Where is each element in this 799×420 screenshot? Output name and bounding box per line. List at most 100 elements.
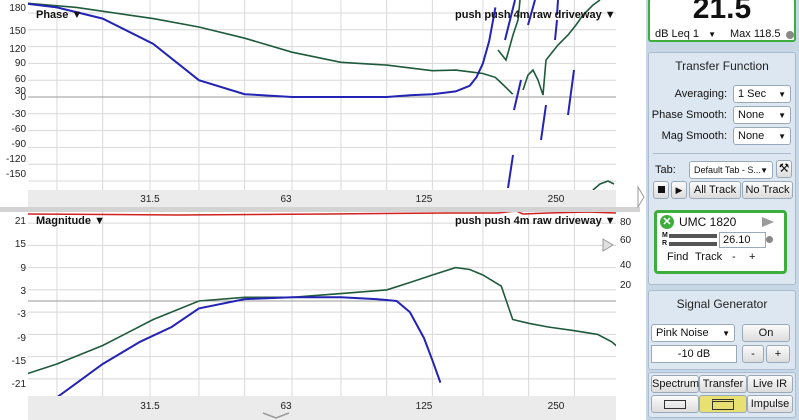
magnitude-plot-area[interactable]: [28, 212, 616, 396]
phase-y-tick: -60: [11, 124, 26, 135]
chevron-down-icon: ▼: [604, 9, 616, 21]
phase-plot-title[interactable]: Phase ▼: [36, 9, 82, 21]
averaging-label: Averaging:: [674, 88, 727, 100]
bottom-drag-handle[interactable]: [262, 412, 290, 420]
delay-field[interactable]: 26.10: [719, 232, 766, 248]
reference-label: R: [662, 240, 668, 247]
averaging-value: 1 Sec: [738, 88, 767, 100]
phase-y-tick: -30: [11, 109, 26, 120]
no-track-button[interactable]: No Track: [742, 181, 793, 199]
generator-on-button[interactable]: On: [742, 324, 790, 342]
close-icon[interactable]: ✕: [660, 215, 674, 229]
chevron-down-icon: ▼: [778, 132, 786, 141]
mag-y-tick: 21: [14, 216, 26, 227]
transfer-function-title: Transfer Function: [675, 59, 769, 73]
magnitude-plot[interactable]: 21 15 9 3 -3 -9 -15 -21 Magnitude ▼ push…: [0, 212, 640, 420]
tab-select[interactable]: Default Tab - S... ▼: [689, 161, 773, 179]
tab-select-value: Default Tab - S...: [694, 165, 761, 175]
device-name: UMC 1820: [679, 215, 737, 229]
phase-y-tick: -150: [5, 169, 26, 180]
delay-lock-icon[interactable]: [766, 236, 773, 243]
mag-y-tick: 9: [20, 263, 26, 274]
chevron-down-icon: ▼: [778, 90, 786, 99]
tools-button[interactable]: ⚒: [776, 160, 792, 178]
phase-x-tick: 63: [280, 194, 292, 205]
signal-generator-section: Signal Generator Pink Noise ▼ On -10 dB …: [648, 290, 796, 370]
play-button[interactable]: ▶: [671, 181, 687, 199]
delay-plus-button[interactable]: +: [749, 251, 756, 263]
phase-y-tick: 180: [9, 3, 26, 14]
phase-y-tick: 90: [14, 58, 26, 69]
find-button[interactable]: Find: [667, 251, 689, 263]
mag-x-tick: 63: [280, 401, 292, 412]
mag-smooth-select[interactable]: None ▼: [733, 127, 791, 145]
transfer-function-section: Transfer Function Averaging: 1 Sec ▼ Pha…: [648, 52, 796, 285]
phase-smooth-value: None: [738, 109, 765, 121]
averaging-select[interactable]: 1 Sec ▼: [733, 85, 791, 103]
split-pane-icon: [712, 398, 734, 410]
meter-mode-select[interactable]: dB Leq 1 ▼: [655, 28, 716, 40]
magnitude-plot-title[interactable]: Magnitude ▼: [36, 215, 105, 227]
level-plus-button[interactable]: +: [766, 345, 790, 363]
mag-x-tick: 31.5: [140, 401, 160, 412]
collapse-panel-icon[interactable]: [637, 185, 645, 209]
magnitude-trace-name[interactable]: push push 4m raw driveway ▼: [455, 215, 616, 227]
phase-y-tick: 120: [9, 44, 26, 55]
chevron-down-icon: ▼: [778, 111, 786, 120]
meter-value: 21.5: [692, 0, 752, 25]
level-meter[interactable]: 21.5 dB Leq 1 ▼ Max 118.5: [648, 0, 796, 42]
phase-title-text: Phase: [36, 9, 69, 21]
all-track-button[interactable]: All Track: [689, 181, 741, 199]
track-button[interactable]: Track: [695, 251, 723, 263]
phase-y-tick: 150: [9, 26, 26, 37]
plot-divider[interactable]: [0, 207, 640, 212]
signal-type-select[interactable]: Pink Noise ▼: [651, 324, 735, 342]
device-card[interactable]: ✕ UMC 1820 M R 26.10 Find Track - +: [654, 210, 787, 274]
delay-marker-icon[interactable]: [602, 238, 614, 252]
panel-separator: [653, 153, 791, 154]
single-view-button[interactable]: [651, 395, 699, 413]
delay-minus-button[interactable]: -: [732, 251, 736, 263]
phase-y-tick: 0: [20, 92, 26, 103]
phase-y-tick: 30: [14, 86, 26, 97]
phase-trace-name[interactable]: push push 4m raw driveway ▼: [455, 9, 616, 21]
phase-x-tick: 250: [547, 194, 565, 205]
transfer-tab[interactable]: Transfer: [699, 375, 747, 393]
mag-y-axis: 21 15 9 3 -3 -9 -15 -21: [0, 212, 28, 396]
mode-tabs-section: Spectrum Transfer Live IR Impulse: [648, 372, 796, 418]
mag-y-tick-right: 20: [620, 280, 632, 291]
level-minus-button[interactable]: -: [742, 345, 764, 363]
chevron-down-icon: ▼: [722, 329, 730, 338]
mag-x-axis: 31.5 63 125 250: [28, 396, 616, 420]
stop-icon: [657, 186, 665, 193]
phase-y-tick: 60: [14, 74, 26, 85]
phase-x-tick: 125: [415, 194, 433, 205]
spectrum-tab[interactable]: Spectrum: [651, 375, 699, 393]
mag-y-tick-right: 80: [620, 217, 632, 228]
stop-button[interactable]: [653, 181, 669, 199]
phase-x-axis: 31.5 63 125 250: [28, 190, 616, 207]
generator-level-field[interactable]: -10 dB: [651, 345, 737, 363]
phase-y-axis: 180 150 120 90 60 30 0 -30 -60 -90 -120 …: [0, 0, 28, 190]
coherence-line: [28, 212, 616, 216]
phase-plot-area[interactable]: [28, 0, 616, 190]
phase-plot[interactable]: 180 150 120 90 60 30 0 -30 -60 -90 -120 …: [0, 0, 640, 207]
impulse-tab[interactable]: Impulse: [747, 395, 793, 413]
phase-smooth-label: Phase Smooth:: [651, 109, 727, 121]
meter-max: Max 118.5: [730, 28, 781, 40]
single-pane-icon: [664, 399, 686, 409]
mag-y-tick-right: 60: [620, 235, 632, 246]
mag-y-tick: -9: [17, 333, 26, 344]
phase-trace-text: push push 4m raw driveway: [455, 9, 602, 21]
split-view-button[interactable]: [699, 395, 747, 413]
mag-y-tick: -3: [17, 309, 26, 320]
mag-smooth-label: Mag Smooth:: [661, 130, 727, 142]
live-ir-tab[interactable]: Live IR: [747, 375, 793, 393]
phase-smooth-select[interactable]: None ▼: [733, 106, 791, 124]
play-icon: ▶: [675, 185, 683, 195]
phase-x-tick: 31.5: [140, 194, 160, 205]
input-meter-m: [669, 234, 717, 238]
meter-reset-icon[interactable]: [786, 31, 794, 39]
mag-y-tick: 15: [14, 239, 26, 250]
play-arrow-icon[interactable]: [761, 216, 775, 228]
